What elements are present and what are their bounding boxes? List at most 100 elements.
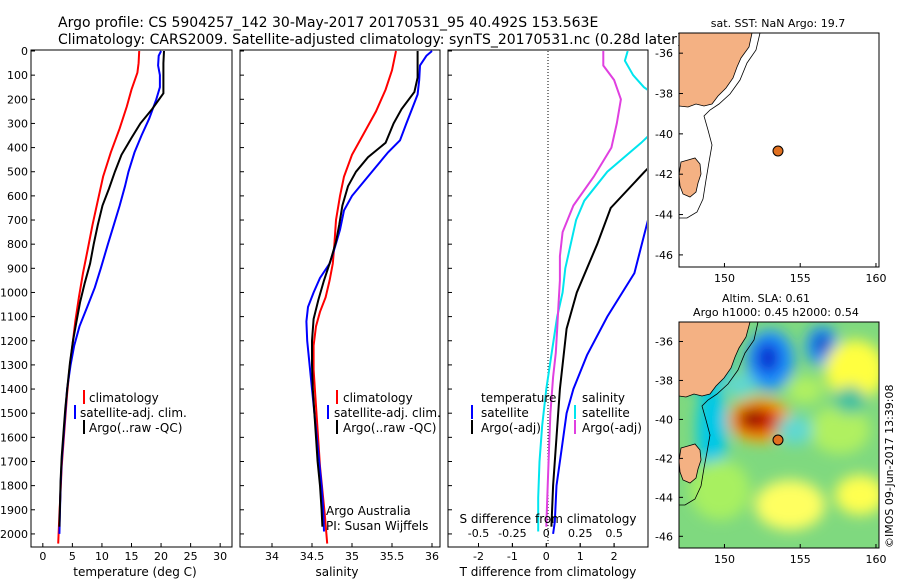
tasmania-land <box>679 157 702 198</box>
x-tick-label: 2 <box>611 550 618 563</box>
y-tick-label: 400 <box>7 142 28 155</box>
map2-title1: Altim. SLA: 0.61 <box>722 292 810 305</box>
legend-temp-argo: Argo(-adj) <box>481 421 541 435</box>
difference-legend: temperature satellite Argo(-adj) salinit… <box>471 391 642 435</box>
y-tick-label: 1800 <box>0 480 28 493</box>
x-tick-label: 15 <box>125 550 139 563</box>
legend-climatology: climatology <box>89 391 159 405</box>
y-tick-label: 1600 <box>0 431 28 444</box>
map-y-tick-label: -40 <box>655 413 673 426</box>
x-tick-label: 30 <box>213 550 227 563</box>
legend-argo-raw: Argo(..raw -QC) <box>89 421 182 435</box>
map-x-tick-label: 150 <box>714 553 735 566</box>
salinity-axes <box>239 49 441 548</box>
y-tick-label: 600 <box>7 190 28 203</box>
australia-land <box>679 33 753 108</box>
y-tick-label: 1300 <box>0 359 28 372</box>
shelf-contour-2 <box>679 322 759 506</box>
y-tick-label: 1100 <box>0 311 28 324</box>
location-map: sat. SST: NaN Argo: 19.7 150 155 160 -36 -38… <box>655 17 886 285</box>
map-y-tick-label: -38 <box>655 374 673 387</box>
series-salinity-satellite <box>537 51 647 532</box>
x-tick-label: 36 <box>425 550 439 563</box>
y-tick-label: 1900 <box>0 504 28 517</box>
legend-temperature-title: temperature <box>481 391 556 405</box>
legend-sal-satellite: satellite <box>582 406 630 420</box>
s-tick-label: -0.5 <box>468 527 489 540</box>
s-difference-label: S difference from climatology <box>460 512 637 526</box>
y-tick-label: 0 <box>21 45 28 58</box>
x-tick-label: 5 <box>69 550 76 563</box>
credit-pi: PI: Susan Wijffels <box>326 519 428 533</box>
y-tick-label: 500 <box>7 166 28 179</box>
y-tick-label: 1200 <box>0 335 28 348</box>
header-line1: Argo profile: CS 5904257_142 30-May-2017… <box>58 15 598 31</box>
series-argo-raw-qc- <box>58 50 165 527</box>
map-y-tick-label: -44 <box>655 209 673 222</box>
header-line2: Climatology: CARS2009. Satellite-adjuste… <box>58 32 682 48</box>
series-argo-raw-qc- <box>311 51 419 527</box>
x-tick-label: 35 <box>345 550 359 563</box>
map-x-tick-label: 155 <box>790 272 811 285</box>
y-tick-label: 200 <box>7 93 28 106</box>
salinity-legend: climatology satellite-adj. clim. Argo(..… <box>327 390 441 435</box>
s-tick-label: 0 <box>543 527 550 540</box>
s-tick-label: -0.25 <box>498 527 526 540</box>
x-tick-label: 10 <box>95 550 109 563</box>
legend-satellite-adj: satellite-adj. clim. <box>80 406 187 420</box>
y-tick-label: 300 <box>7 117 28 130</box>
y-tick-label: 700 <box>7 214 28 227</box>
y-tick-label: 1400 <box>0 383 28 396</box>
s-tick-label: 0.25 <box>568 527 593 540</box>
x-tick-label: 34 <box>265 550 279 563</box>
map-y-tick-label: -38 <box>655 88 673 101</box>
x-tick-label: 20 <box>154 550 168 563</box>
map-x-tick-label: 160 <box>865 553 886 566</box>
credit-argo-australia: Argo Australia <box>326 504 411 518</box>
map1-title: sat. SST: NaN Argo: 19.7 <box>711 17 845 30</box>
series-salinity-argo-adj- <box>545 51 622 527</box>
map-y-tick-label: -40 <box>655 128 673 141</box>
float-marker-2 <box>772 434 784 446</box>
legend-sal-argo: Argo(-adj) <box>582 421 642 435</box>
y-tick-label: 1700 <box>0 455 28 468</box>
map-x-tick-label: 155 <box>790 553 811 566</box>
x-tick-label: 0 <box>543 550 550 563</box>
y-tick-label: 800 <box>7 238 28 251</box>
float-marker <box>772 145 784 157</box>
legend-temp-satellite: satellite <box>481 406 529 420</box>
x-tick-label: 25 <box>184 550 198 563</box>
australia-land-2 <box>679 322 751 398</box>
y-tick-label: 1000 <box>0 286 28 299</box>
t-difference-label: T difference from climatology <box>459 565 637 579</box>
map-y-tick-label: -36 <box>655 335 673 348</box>
legend-climatology-2: climatology <box>343 391 413 405</box>
y-tick-label: 1500 <box>0 407 28 420</box>
salinity-panel: 34 34.5 35 35.5 36 salinity climatology sate… <box>239 49 441 579</box>
series-temperature-satellite <box>552 219 647 535</box>
map-y-tick-label: -44 <box>655 491 673 504</box>
shelf-contour <box>679 33 761 219</box>
imos-credit: ©IMOS 09-Jun-2017 13:39:08 <box>883 384 896 548</box>
map-y-tick-label: -42 <box>655 168 673 181</box>
s-tick-label: 0.5 <box>605 527 623 540</box>
difference-panel: -2 -1 0 1 2 -0.5 -0.25 0 0.25 0.5 S difference fr… <box>447 49 649 579</box>
y-tick-label: 100 <box>7 69 28 82</box>
x-tick-label: 34.5 <box>300 550 325 563</box>
map-y-tick-label: -42 <box>655 452 673 465</box>
x-tick-label: 1 <box>577 550 584 563</box>
map-x-tick-label: 150 <box>714 272 735 285</box>
x-tick-label: 0 <box>39 550 46 563</box>
temperature-legend: climatology satellite-adj. clim. Argo(..… <box>74 390 187 435</box>
legend-satellite-adj-2: satellite-adj. clim. <box>334 406 441 420</box>
temperature-panel: 0100200300400500600700800900100011001200… <box>0 45 233 579</box>
x-tick-label: 35.5 <box>380 550 405 563</box>
x-tick-label: -1 <box>507 550 518 563</box>
x-tick-label: -2 <box>473 550 484 563</box>
series-temperature-argo-adj- <box>550 167 647 527</box>
salinity-xlabel: salinity <box>315 565 358 579</box>
map-x-tick-label: 160 <box>865 272 886 285</box>
y-tick-label: 900 <box>7 262 28 275</box>
y-tick-label: 2000 <box>0 528 28 541</box>
